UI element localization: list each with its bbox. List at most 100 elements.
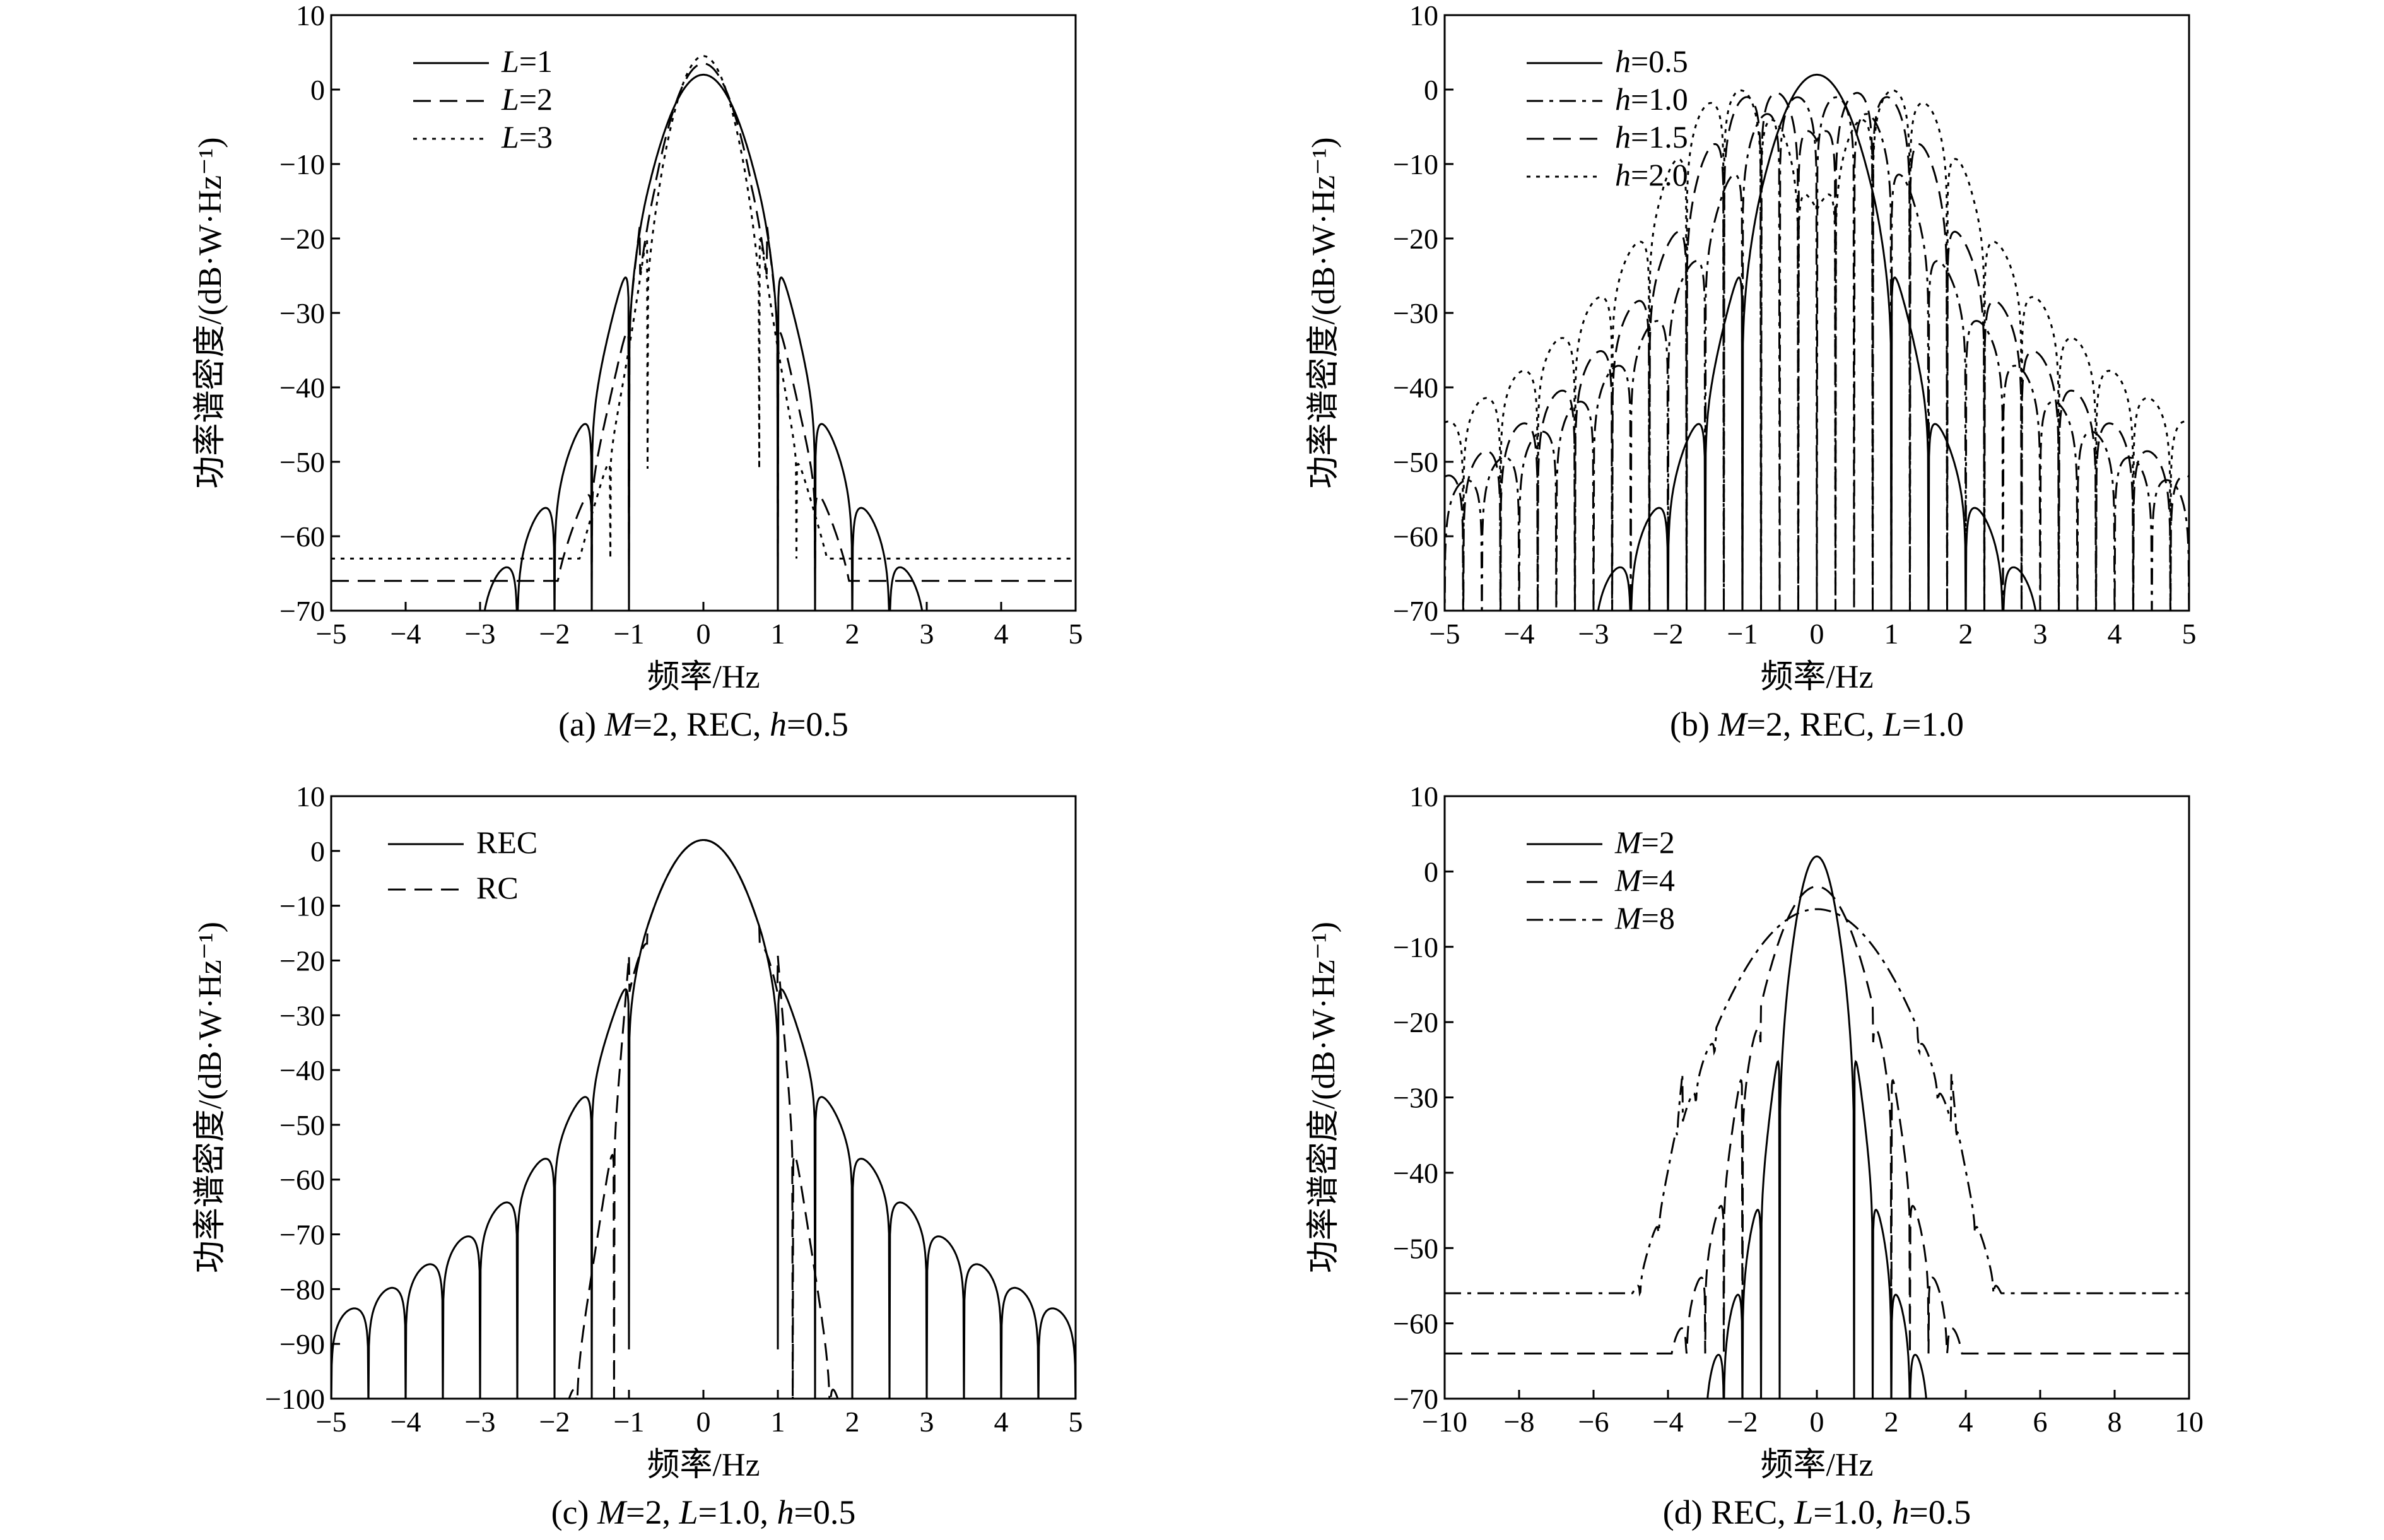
y-tick-label: −10 (1393, 148, 1438, 180)
x-tick-label: 0 (696, 1406, 711, 1438)
x-tick-label: 0 (696, 618, 711, 650)
series-group (1445, 73, 2189, 611)
x-tick-label: −10 (1422, 1406, 1467, 1438)
legend-entry: RC (476, 870, 519, 905)
series-line-L3 (331, 55, 1076, 560)
y-tick-label: −70 (279, 595, 325, 627)
plot-frame (1443, 795, 2190, 1400)
legend-entry: REC (476, 825, 537, 860)
panel-caption: (b) M=2, REC, L=1.0 (1670, 705, 1964, 743)
x-tick-label: 2 (1959, 618, 1973, 650)
x-tick-label: −1 (1727, 618, 1758, 650)
x-tick-label: 2 (845, 1406, 860, 1438)
legend-entry: L=2 (501, 81, 553, 117)
series-line-h05 (1597, 73, 2037, 611)
x-tick-label: 4 (994, 1406, 1009, 1438)
y-tick-label: −70 (1393, 1383, 1438, 1415)
y-tick-label: −10 (279, 890, 325, 922)
y-tick-label: −60 (1393, 520, 1438, 553)
x-axis-label: 频率/Hz (1760, 1447, 1873, 1483)
y-tick-label: −80 (279, 1273, 325, 1305)
y-tick-label: 10 (1409, 0, 1438, 32)
y-tick-label: −20 (1393, 223, 1438, 255)
chart-panel-c: −5 −4 −3 −2 −1 0 1 2 3 4 5100−10−20−30−40−50−60−70… (192, 780, 1083, 1531)
x-tick-label: 8 (2108, 1406, 2122, 1438)
y-tick-label: −60 (1393, 1308, 1438, 1340)
x-axis-label: 频率/Hz (647, 659, 760, 695)
x-tick-label: 0 (1810, 618, 1824, 650)
x-tick-label: −4 (390, 618, 421, 650)
y-tick-label: −10 (1393, 931, 1438, 963)
x-tick-label: −2 (1653, 618, 1684, 650)
legend-entry: h=0.5 (1615, 44, 1688, 79)
chart-panel-a: −5 −4 −3 −2 −1 0 1 2 3 4 5100−10−20−30−40−50−60−70… (192, 0, 1083, 743)
x-tick-label: −6 (1578, 1406, 1609, 1438)
series-line-L1 (483, 73, 924, 611)
legend-entry: M=4 (1614, 862, 1675, 898)
x-tick-label: −2 (539, 618, 570, 650)
x-tick-label: 5 (1069, 1406, 1083, 1438)
x-tick-label: −5 (316, 1406, 347, 1438)
series-line-M2 (1706, 855, 1927, 1399)
chart-panel-d: −10 −8 −6 −4 −2 0 2 4 6 8 10100−10−20−30−40−50−60−… (1306, 780, 2204, 1531)
y-tick-label: 0 (310, 835, 325, 867)
series-line-M4 (1445, 885, 2189, 1355)
y-tick-label: −20 (279, 944, 325, 977)
x-tick-label: 2 (845, 618, 860, 650)
y-tick-label: −60 (279, 1164, 325, 1196)
y-tick-label: −90 (279, 1328, 325, 1360)
y-tick-label: −30 (279, 999, 325, 1032)
panel-caption: (c) M=2, L=1.0, h=0.5 (551, 1493, 856, 1531)
y-axis-label: 功率谱密度/(dB·W·Hz⁻¹) (1306, 137, 1342, 488)
legend-entry: M=8 (1614, 900, 1675, 936)
series-group (1445, 855, 2189, 1399)
x-tick-label: 3 (920, 1406, 934, 1438)
x-tick-label: −5 (316, 618, 347, 650)
x-tick-label: 4 (994, 618, 1009, 650)
panel-caption: (d) REC, L=1.0, h=0.5 (1663, 1493, 1971, 1531)
x-tick-label: 5 (2182, 618, 2197, 650)
y-tick-label: −50 (1393, 446, 1438, 478)
x-tick-label: 10 (2175, 1406, 2204, 1438)
x-tick-label: 4 (1959, 1406, 1973, 1438)
x-tick-label: −4 (1653, 1406, 1684, 1438)
y-tick-label: −70 (1393, 595, 1438, 627)
x-tick-label: 2 (1884, 1406, 1899, 1438)
x-tick-label: 0 (1810, 1406, 1824, 1438)
legend-entry: L=1 (501, 44, 553, 79)
legend-entry: L=3 (501, 119, 553, 155)
y-tick-label: −30 (1393, 1082, 1438, 1114)
x-tick-label: −1 (614, 618, 645, 650)
x-tick-label: −1 (614, 1406, 645, 1438)
y-tick-label: −40 (1393, 372, 1438, 404)
x-tick-label: −2 (539, 1406, 570, 1438)
legend: M=2M=4M=8 (1527, 825, 1675, 936)
y-tick-label: 10 (1409, 780, 1438, 813)
x-tick-label: −3 (465, 618, 496, 650)
chart-panel-b: −5 −4 −3 −2 −1 0 1 2 3 4 5100−10−20−30−40−50−60−70… (1306, 0, 2197, 743)
y-tick-label: −30 (279, 297, 325, 329)
x-tick-label: −8 (1504, 1406, 1535, 1438)
series-line-REC (331, 839, 1076, 1399)
legend-entry: h=1.0 (1615, 81, 1688, 117)
x-tick-label: 1 (1884, 618, 1899, 650)
x-axis-label: 频率/Hz (647, 1447, 760, 1483)
y-axis-label: 功率谱密度/(dB·W·Hz⁻¹) (1306, 922, 1342, 1273)
x-tick-label: 1 (771, 618, 785, 650)
x-tick-label: 6 (2033, 1406, 2048, 1438)
x-tick-label: −4 (390, 1406, 421, 1438)
series-line-h15 (1445, 91, 2189, 611)
series-group (331, 839, 1076, 1399)
plot-frame (330, 14, 1077, 612)
y-tick-label: −40 (279, 1054, 325, 1086)
legend: REC RC (388, 825, 537, 905)
legend: h=0.5h=1.0h=1.5h=2.0 (1527, 44, 1688, 192)
y-tick-label: −20 (1393, 1006, 1438, 1038)
y-tick-label: −10 (279, 148, 325, 180)
x-tick-label: 3 (2033, 618, 2048, 650)
y-tick-label: 10 (296, 780, 325, 813)
x-tick-label: −4 (1504, 618, 1535, 650)
panel-caption: (a) M=2, REC, h=0.5 (558, 705, 848, 743)
y-tick-label: −40 (1393, 1157, 1438, 1189)
x-tick-label: 5 (1069, 618, 1083, 650)
